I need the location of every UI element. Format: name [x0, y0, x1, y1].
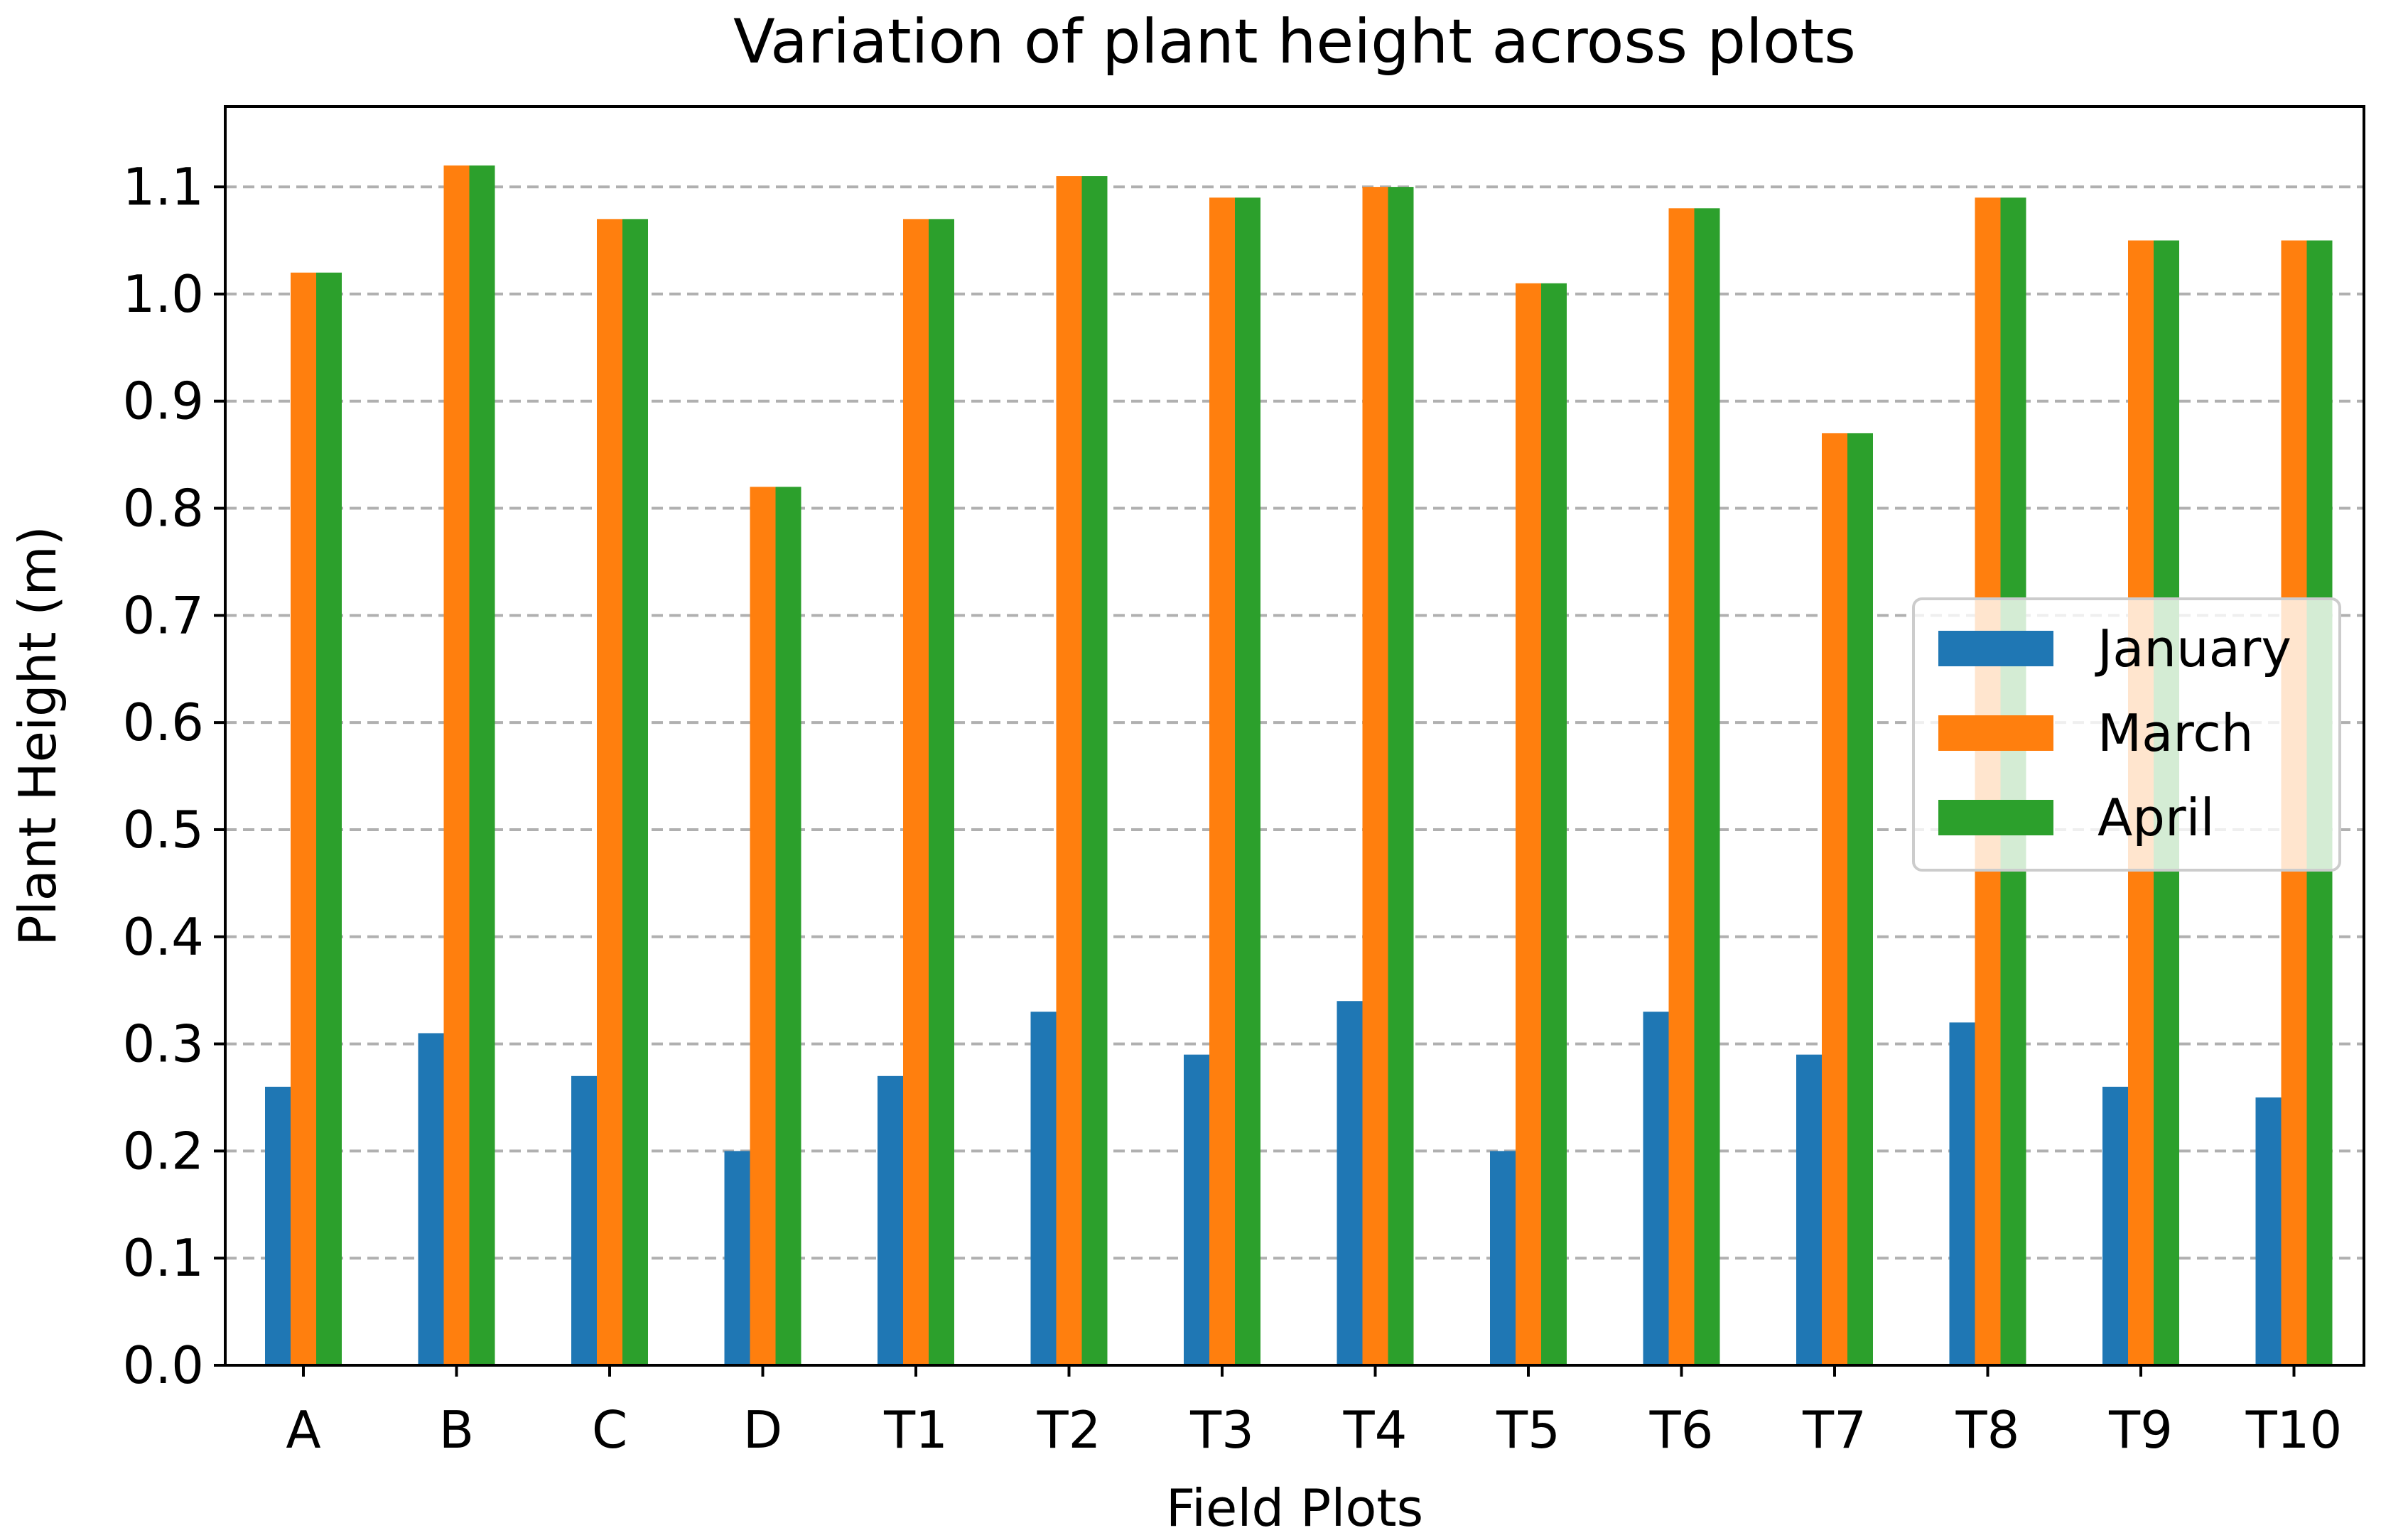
x-tick-label: T10	[2245, 1400, 2343, 1460]
y-tick-label: 0.5	[122, 800, 204, 860]
bar-january	[265, 1086, 291, 1365]
y-tick-label: 0.9	[122, 372, 204, 431]
bar-january	[571, 1075, 597, 1365]
bar-january	[724, 1151, 750, 1365]
bar-march	[1668, 208, 1695, 1366]
y-tick-label: 0.0	[122, 1335, 204, 1395]
legend-swatch-march	[1938, 715, 2053, 751]
bar-april	[1541, 283, 1567, 1366]
bar-march	[1056, 176, 1082, 1366]
bar-january	[1184, 1054, 1209, 1365]
bar-april	[1847, 433, 1873, 1365]
y-axis-label: Plant Height (m)	[8, 526, 68, 946]
x-tick-label: C	[592, 1400, 627, 1460]
bar-march	[750, 487, 776, 1365]
bar-april	[1081, 176, 1108, 1366]
bar-march	[1516, 283, 1541, 1366]
y-tick-label: 0.2	[122, 1121, 204, 1181]
bar-march	[1362, 187, 1388, 1365]
bar-april	[1235, 197, 1260, 1365]
y-tick-label: 1.1	[122, 157, 204, 217]
bar-april	[929, 219, 954, 1366]
y-tick-label: 0.8	[122, 479, 204, 538]
x-axis-label: Field Plots	[1166, 1478, 1423, 1538]
bar-january	[1643, 1012, 1669, 1365]
x-tick-label: T1	[883, 1400, 948, 1460]
x-tick-label: B	[439, 1400, 474, 1460]
x-tick-label: T3	[1189, 1400, 1254, 1460]
bar-march	[443, 165, 470, 1365]
plot-frame	[224, 105, 2365, 1367]
x-tick-label: T2	[1037, 1400, 1101, 1460]
bar-march	[1209, 197, 1235, 1365]
bar-january	[2255, 1097, 2282, 1365]
bar-march	[1822, 433, 1847, 1365]
legend-label-march: March	[2097, 703, 2253, 763]
y-tick-label: 1.0	[122, 264, 204, 324]
y-tick-label: 0.4	[122, 907, 204, 967]
legend: January March April	[1912, 597, 2341, 872]
bar-april	[622, 219, 648, 1366]
bars	[265, 165, 2333, 1366]
y-tick-label: 0.3	[122, 1014, 204, 1074]
x-tick-label: T6	[1649, 1400, 1714, 1460]
y-axis: 0.0 0.1 0.2 0.3 0.4 0.5 0.6 0.7 0.8 0.9 1.0 1.1	[122, 157, 225, 1395]
bar-april	[316, 272, 342, 1366]
x-tick-label: T5	[1496, 1400, 1560, 1460]
legend-swatch-january	[1938, 631, 2053, 666]
y-tick-label: 0.7	[122, 585, 204, 645]
legend-label-january: January	[2095, 619, 2291, 678]
bar-january	[1490, 1151, 1516, 1365]
bar-january	[2102, 1086, 2128, 1365]
x-tick-label: T9	[2108, 1400, 2173, 1460]
bar-january	[1949, 1022, 1975, 1365]
bar-january	[1796, 1054, 1822, 1365]
x-tick-label: T4	[1343, 1400, 1408, 1460]
x-tick-label: T7	[1802, 1400, 1867, 1460]
bar-march	[903, 219, 929, 1366]
bar-april	[775, 487, 801, 1365]
legend-swatch-april	[1938, 800, 2053, 835]
x-axis: A B C D T1 T2 T3 T4 T5 T6 T7 T8 T9 T10	[286, 1365, 2342, 1460]
bar-march	[291, 272, 316, 1366]
bar-january	[1337, 1001, 1363, 1365]
x-tick-label: D	[743, 1400, 782, 1460]
bar-january	[878, 1075, 903, 1365]
bar-april	[469, 165, 495, 1365]
y-tick-label: 0.6	[122, 693, 204, 752]
chart-title: Variation of plant height across plots	[733, 6, 1856, 77]
x-tick-label: A	[286, 1400, 320, 1460]
bar-april	[1388, 187, 1414, 1365]
bar-april	[1694, 208, 1720, 1366]
x-tick-label: T8	[1955, 1400, 2020, 1460]
bar-january	[1030, 1012, 1057, 1365]
bar-january	[418, 1033, 444, 1365]
bar-march	[597, 219, 622, 1366]
legend-label-april: April	[2097, 788, 2215, 847]
y-tick-label: 0.1	[122, 1228, 204, 1288]
